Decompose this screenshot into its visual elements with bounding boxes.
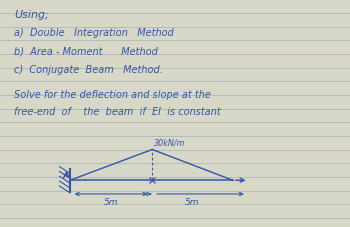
Text: 5m: 5m: [185, 197, 200, 206]
Text: b)  Area - Moment      Method: b) Area - Moment Method: [14, 47, 158, 57]
Text: c)  Conjugate  Beam   Method.: c) Conjugate Beam Method.: [14, 65, 163, 75]
Text: a)  Double   Integration   Method: a) Double Integration Method: [14, 28, 174, 38]
Text: 5m: 5m: [104, 197, 118, 206]
Text: Solve for the deflection and slope at the: Solve for the deflection and slope at th…: [14, 90, 211, 100]
Text: Using;: Using;: [14, 10, 49, 20]
Text: 30kN/m: 30kN/m: [154, 138, 186, 146]
Text: free-end  of    the  beam  if  EI  is constant: free-end of the beam if EI is constant: [14, 107, 221, 117]
